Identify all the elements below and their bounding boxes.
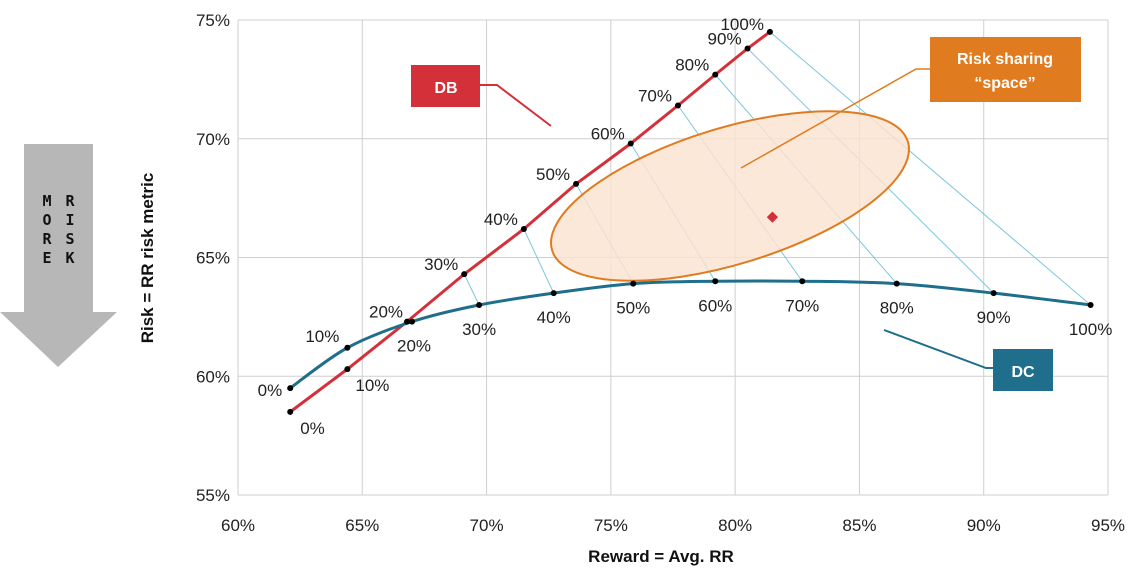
- x-tick-label: 60%: [221, 516, 255, 535]
- y-tick-label: 55%: [196, 486, 230, 505]
- risk-sharing-ellipse: [550, 110, 910, 282]
- dc-line: [289, 279, 1091, 390]
- dc-point: [799, 278, 806, 285]
- x-tick-label: 85%: [842, 516, 876, 535]
- dc-point: [476, 302, 483, 308]
- risk-sharing-space: [550, 110, 910, 282]
- connector-line: [769, 31, 1091, 306]
- db-point-label: 100%: [720, 15, 763, 34]
- arrow-letter: R: [42, 230, 52, 248]
- dc-point: [550, 290, 557, 297]
- db-point-label: 90%: [708, 30, 742, 49]
- dc-point-label: 40%: [537, 308, 571, 327]
- db-point: [573, 180, 580, 187]
- arrow-letter: M: [42, 192, 51, 210]
- y-tick-label: 65%: [196, 249, 230, 268]
- dc-point: [990, 290, 997, 297]
- db-point-label: 50%: [536, 165, 570, 184]
- db-point-label: 70%: [638, 87, 672, 106]
- data-points: [287, 28, 1094, 415]
- y-axis-title: Risk = RR risk metric: [138, 173, 157, 344]
- y-tick-label: 75%: [196, 11, 230, 30]
- space-label-box: [930, 37, 1081, 102]
- db-leader-line: [480, 84, 552, 127]
- arrow-letter: O: [42, 211, 51, 229]
- db-point-label: 0%: [300, 419, 325, 438]
- space-leader-line: [740, 68, 931, 169]
- arrow-letter: S: [65, 230, 74, 248]
- dc-label-text: DC: [1011, 364, 1035, 381]
- y-tick-label: 70%: [196, 130, 230, 149]
- space-label-line1: Risk sharing: [957, 51, 1053, 68]
- db-label-text: DB: [434, 80, 457, 97]
- arrow-letter: E: [42, 249, 51, 267]
- db-point: [404, 318, 411, 325]
- dc-point-label: 50%: [616, 299, 650, 318]
- x-axis-title: Reward = Avg. RR: [588, 547, 734, 566]
- dc-leader-line: [883, 329, 996, 369]
- dc-point-label: 80%: [880, 299, 914, 318]
- dc-point: [287, 385, 294, 392]
- dc-point: [409, 318, 415, 325]
- x-tick-label: 80%: [718, 516, 752, 535]
- db-point: [766, 28, 773, 35]
- db-point-label: 80%: [675, 56, 709, 75]
- dc-point-label: 30%: [462, 320, 496, 339]
- dc-point: [630, 280, 637, 287]
- db-point: [520, 226, 527, 232]
- dc-label-box: [993, 349, 1053, 391]
- x-tick-label: 70%: [470, 516, 504, 535]
- db-point: [627, 140, 634, 147]
- more-risk-arrow-icon: [0, 144, 117, 367]
- dc-point-label: 10%: [305, 327, 339, 346]
- center-marker: [766, 211, 779, 223]
- db-point-label: 10%: [355, 376, 389, 395]
- dc-point: [712, 278, 719, 285]
- db-point: [344, 366, 351, 373]
- connector-line: [523, 228, 555, 294]
- db-point: [461, 271, 468, 278]
- dc-point-label: 60%: [698, 296, 732, 315]
- dc-point-label: 20%: [397, 337, 431, 356]
- db-label-box: [411, 65, 480, 107]
- db-point: [287, 408, 294, 415]
- y-tick-label: 60%: [196, 367, 230, 386]
- db-point-label: 40%: [484, 210, 518, 229]
- db-point-label: 20%: [369, 303, 403, 322]
- arrow-letter: K: [65, 249, 74, 267]
- x-tick-label: 90%: [967, 516, 1001, 535]
- axis-ticks: 60% 65% 70% 75% 80% 85% 90% 95% 55% 60% 65% 70% 75%: [196, 11, 1125, 535]
- arrow-letter: R: [65, 192, 75, 210]
- db-point-label: 60%: [591, 125, 625, 144]
- x-tick-label: 65%: [345, 516, 379, 535]
- dc-point-label: 0%: [258, 381, 283, 400]
- db-point: [674, 102, 681, 109]
- dc-point-label: 90%: [977, 308, 1011, 327]
- dc-point: [1087, 302, 1094, 308]
- space-label-line2: “space”: [974, 75, 1035, 92]
- arrow-letter: I: [65, 211, 74, 229]
- point-labels: 0%10%20%30%40%50%60%70%80%90%100%0%10%20…: [258, 15, 1113, 438]
- connector-line: [463, 273, 480, 306]
- dc-point-label: 70%: [785, 296, 819, 315]
- db-point: [712, 71, 719, 78]
- x-tick-label: 75%: [594, 516, 628, 535]
- db-point: [744, 45, 751, 52]
- db-point-label: 30%: [424, 255, 458, 274]
- dc-point: [893, 280, 900, 287]
- dc-point: [344, 344, 351, 351]
- x-tick-label: 95%: [1091, 516, 1125, 535]
- dc-point-label: 100%: [1069, 320, 1112, 339]
